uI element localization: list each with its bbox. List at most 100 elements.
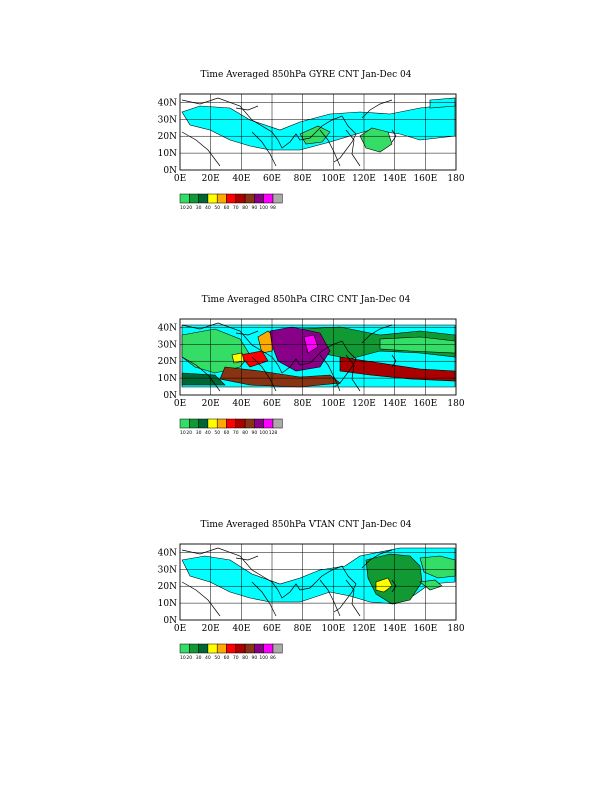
circ-title: Time Averaged 850hPa CIRC CNT Jan-Dec 04 [201, 295, 411, 305]
lon-label: 80E [294, 624, 312, 634]
colorbar-label: 20 [186, 430, 192, 436]
colorbar-swatch [235, 418, 246, 429]
colorbar-label: 128 [269, 430, 278, 436]
lon-label: 40E [232, 174, 250, 184]
colorbar-swatch [189, 643, 199, 654]
colorbar-label: 10 [180, 430, 186, 436]
lon-label: 180 [447, 399, 464, 409]
gyre-title: Time Averaged 850hPa GYRE CNT Jan-Dec 04 [200, 70, 412, 80]
lat-label: 30N [158, 565, 177, 575]
coastline [319, 129, 341, 167]
map-frame [179, 93, 457, 171]
lon-label: 120E [352, 624, 376, 634]
coastline [361, 324, 393, 344]
lon-label: 80E [294, 399, 312, 409]
grid-lines [180, 544, 456, 620]
colorbar-swatch [226, 193, 237, 204]
coastline [361, 549, 393, 569]
colorbar-label: 50 [214, 205, 220, 211]
colorbar-label: 90 [252, 655, 258, 661]
colorbar-swatch [254, 418, 264, 429]
lat-label: 20N [158, 582, 177, 592]
lon-label: 180 [447, 624, 464, 634]
lon-label: 140E [383, 174, 407, 184]
colorbar-swatch [198, 193, 209, 204]
contour-region [375, 577, 393, 593]
colorbar-swatch [263, 193, 274, 204]
colorbar-label: 98 [270, 205, 276, 211]
colorbar-label: 40 [205, 430, 211, 436]
colorbar-swatch [207, 418, 218, 429]
lon-label: 80E [294, 174, 312, 184]
lon-label: 0E [174, 399, 186, 409]
coastline [181, 356, 221, 392]
colorbar-swatch [254, 193, 264, 204]
colorbar-label: 100 [259, 430, 268, 436]
colorbar-swatch [198, 643, 209, 654]
colorbar-swatch [189, 193, 199, 204]
colorbar-swatch [263, 418, 274, 429]
colorbar-label: 80 [242, 430, 248, 436]
colorbar-label: 10 [180, 655, 186, 661]
colorbar-label: 70 [233, 205, 239, 211]
coastline [345, 354, 361, 392]
colorbar-swatch [216, 193, 227, 204]
colorbar-swatch [216, 643, 227, 654]
colorbar-label: 60 [224, 205, 230, 211]
colorbar-swatch [272, 643, 283, 654]
colorbar-swatch [198, 418, 209, 429]
lon-label: 100E [321, 624, 345, 634]
colorbar-label: 70 [233, 430, 239, 436]
colorbar-label: 30 [196, 430, 202, 436]
colorbar-label: 10 [180, 205, 186, 211]
coastlines [181, 322, 397, 392]
coastline [319, 579, 341, 617]
coastlines [181, 97, 397, 167]
colorbar-swatch [272, 193, 283, 204]
contour-region [359, 127, 393, 153]
lat-label: 40N [158, 323, 177, 333]
colorbar-label: 30 [196, 655, 202, 661]
colorbar-label: 80 [242, 205, 248, 211]
lon-label: 140E [383, 624, 407, 634]
lon-label: 40E [232, 399, 250, 409]
filled-contours [181, 324, 456, 388]
circ-panel: Time Averaged 850hPa CIRC CNT Jan-Dec 04… [0, 295, 612, 525]
lon-label: 0E [174, 624, 186, 634]
lon-label: 120E [352, 399, 376, 409]
colorbar-swatch [272, 418, 283, 429]
lon-label: 120E [352, 174, 376, 184]
map-frame [179, 543, 457, 621]
filled-contours [181, 547, 456, 605]
lon-label: 60E [263, 174, 281, 184]
lon-label: 180 [447, 174, 464, 184]
grid-lines [180, 319, 456, 395]
colorbar-label: 20 [186, 205, 192, 211]
contour-region [429, 97, 456, 109]
colorbar-swatch [207, 193, 218, 204]
colorbar: 10 20 30 40 50 60 70 80 90 100 98 [179, 193, 283, 211]
coastline [181, 131, 221, 167]
lon-label: 140E [383, 399, 407, 409]
contour-region [181, 328, 251, 374]
lon-label: 160E [413, 624, 437, 634]
colorbar-label: 90 [252, 430, 258, 436]
lon-label: 40E [232, 624, 250, 634]
colorbar-swatch [179, 193, 190, 204]
colorbar-swatch [226, 643, 237, 654]
coastlines [181, 547, 397, 617]
lat-label: 0N [163, 166, 177, 176]
lon-label: 60E [263, 399, 281, 409]
colorbar-label: 40 [205, 655, 211, 661]
colorbar: 10 20 30 40 50 60 70 80 90 100 86 [179, 643, 283, 661]
colorbar-label: 50 [214, 655, 220, 661]
colorbar-label: 60 [224, 430, 230, 436]
colorbar-swatch [244, 643, 255, 654]
coastline [345, 129, 361, 167]
colorbar: 10 20 30 40 50 60 70 80 90 100 128 [179, 418, 283, 436]
contour-region [419, 555, 456, 579]
lat-label: 30N [158, 115, 177, 125]
colorbar-swatch [207, 643, 218, 654]
colorbar-swatch [235, 643, 246, 654]
coastline [235, 330, 259, 336]
